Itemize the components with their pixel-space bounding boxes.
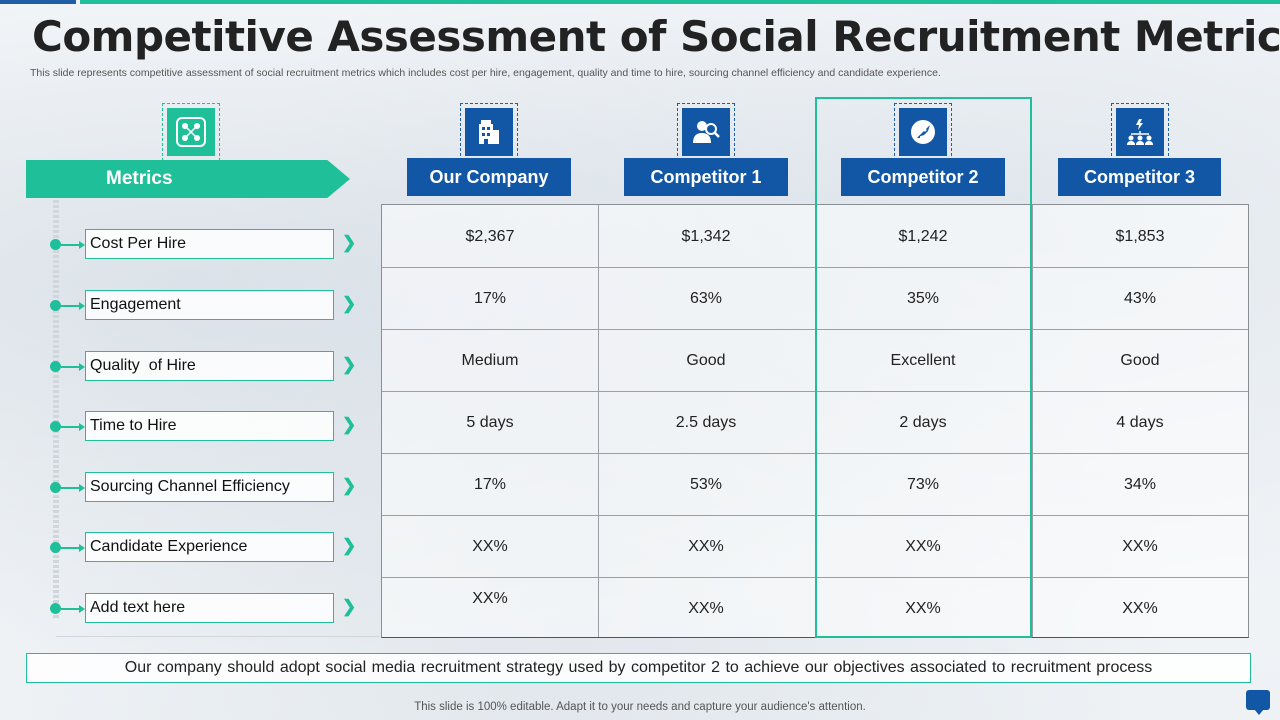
table-cell: XX% [1122, 600, 1158, 617]
metrics-icon-frame [162, 103, 220, 161]
table-cell: $1,342 [681, 228, 731, 245]
column-header-competitor-1: Competitor 1 [624, 158, 788, 196]
building-icon [465, 108, 513, 156]
metric-row: Candidate Experience ❯ [50, 532, 360, 562]
table-cell: Good [1120, 352, 1160, 369]
metric-label: Candidate Experience [85, 532, 334, 562]
metric-row: Cost Per Hire ❯ [50, 229, 360, 259]
table-cell: XX% [905, 600, 941, 617]
metric-label: Cost Per Hire [85, 229, 334, 259]
metric-row: Quality of Hire ❯ [50, 351, 360, 381]
metric-arrow [61, 423, 85, 430]
metric-label: Time to Hire [85, 411, 334, 441]
metric-dot [50, 482, 61, 493]
rocket-badge-icon [899, 108, 947, 156]
footer-note: This slide is 100% editable. Adapt it to… [414, 701, 866, 713]
table-cell: Medium [461, 352, 519, 369]
chevron-right-icon: ❯ [342, 597, 357, 616]
table-cell: Excellent [890, 352, 956, 369]
table-cell: 17% [473, 476, 507, 493]
timeline-base-line [56, 636, 380, 637]
metric-dot [50, 421, 61, 432]
table-cell: $1,853 [1115, 228, 1165, 245]
table-cell: 17% [473, 290, 507, 307]
table-cell: 63% [689, 290, 723, 307]
table-cell: XX% [1122, 538, 1158, 555]
table-cell: XX% [472, 590, 508, 607]
column-header-our-company: Our Company [407, 158, 571, 196]
metric-row: Add text here ❯ [50, 593, 360, 623]
metric-label: Quality of Hire [85, 351, 334, 381]
table-cell: 73% [906, 476, 940, 493]
table-cell: Good [686, 352, 726, 369]
metric-arrow [61, 605, 85, 612]
conclusion-box: Our company should adopt social media re… [26, 653, 1251, 683]
column-header-competitor-3: Competitor 3 [1058, 158, 1221, 196]
competitor-2-icon-frame [894, 103, 952, 161]
competitor-1-icon-frame [677, 103, 735, 161]
metric-arrow [61, 363, 85, 370]
chevron-right-icon: ❯ [342, 476, 357, 495]
table-cell: 4 days [1116, 414, 1164, 431]
chevron-right-icon: ❯ [342, 415, 357, 434]
metric-arrow [61, 302, 85, 309]
metric-dot [50, 300, 61, 311]
table-cell: 5 days [466, 414, 514, 431]
metrics-header: Metrics [26, 160, 350, 198]
timeline-dotted-line [53, 200, 59, 620]
org-hierarchy-icon [1116, 108, 1164, 156]
person-search-icon [682, 108, 730, 156]
chevron-right-icon: ❯ [342, 536, 357, 555]
column-header-competitor-2: Competitor 2 [841, 158, 1005, 196]
slide-subtitle: This slide represents competitive assess… [30, 67, 941, 79]
top-accent-bar-teal [80, 0, 1280, 4]
our-company-icon-frame [460, 103, 518, 161]
table-cell: 34% [1123, 476, 1157, 493]
metric-label: Add text here [85, 593, 334, 623]
metric-dot [50, 603, 61, 614]
table-cell: 53% [689, 476, 723, 493]
table-cell: 2.5 days [675, 414, 737, 431]
metric-row: Time to Hire ❯ [50, 411, 360, 441]
table-cell: 2 days [899, 414, 947, 431]
slide-title: Competitive Assessment of Social Recruit… [32, 12, 1280, 61]
metric-dot [50, 361, 61, 372]
table-cell: XX% [688, 600, 724, 617]
metric-label: Sourcing Channel Efficiency [85, 472, 334, 502]
chat-bubble-icon[interactable] [1246, 690, 1270, 715]
metric-dot [50, 542, 61, 553]
table-cell: 43% [1123, 290, 1157, 307]
table-cell: XX% [905, 538, 941, 555]
table-cell: $2,367 [465, 228, 515, 245]
table-cell: 35% [906, 290, 940, 307]
chevron-right-icon: ❯ [342, 233, 357, 252]
table-cell: XX% [472, 538, 508, 555]
chevron-right-icon: ❯ [342, 355, 357, 374]
metric-row: Engagement ❯ [50, 290, 360, 320]
competitor-3-icon-frame [1111, 103, 1169, 161]
table-col-divider [1032, 205, 1033, 637]
table-cell: $1,242 [898, 228, 948, 245]
network-nodes-icon [167, 108, 215, 156]
metric-arrow [61, 241, 85, 248]
table-col-divider [598, 205, 599, 637]
metric-arrow [61, 544, 85, 551]
metric-label: Engagement [85, 290, 334, 320]
chevron-right-icon: ❯ [342, 294, 357, 313]
metric-arrow [61, 484, 85, 491]
table-cell: XX% [688, 538, 724, 555]
competitor-2-highlight-frame [815, 97, 1032, 638]
metric-row: Sourcing Channel Efficiency ❯ [50, 472, 360, 502]
top-accent-bar-blue [0, 0, 76, 4]
metric-dot [50, 239, 61, 250]
